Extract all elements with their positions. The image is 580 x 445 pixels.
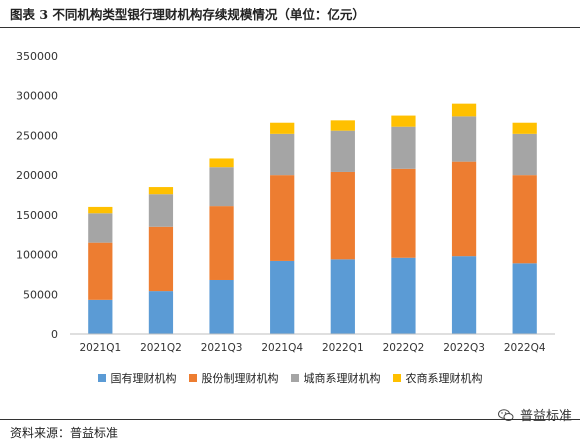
bar-segment-series-3 xyxy=(148,194,174,227)
y-tick-label: 150000 xyxy=(16,209,58,222)
bar-segment-series-1 xyxy=(209,279,234,334)
bar-segment-series-1 xyxy=(148,291,174,334)
legend-item: 股份制理财机构 xyxy=(188,370,279,386)
bar-segment-series-3 xyxy=(209,167,234,207)
x-tick-label: 2021Q1 xyxy=(79,342,121,354)
bar-segment-series-3 xyxy=(391,126,416,169)
bar-segment-series-3 xyxy=(512,133,537,176)
legend-swatch xyxy=(188,374,197,382)
y-axis: 0 50000 100000 150000 200000 250000 300000 3500… xyxy=(16,50,58,341)
bar-segment-series-2 xyxy=(270,175,295,261)
legend-item: 城商系理财机构 xyxy=(290,370,381,386)
bar-segment-series-1 xyxy=(391,257,416,334)
bar-segment-series-3 xyxy=(270,133,295,176)
chart-title: 图表 3 不同机构类型银行理财机构存续规模情况（单位：亿元） xyxy=(10,7,365,22)
y-tick-label: 100000 xyxy=(16,249,58,262)
bar-segment-series-2 xyxy=(330,171,355,260)
y-tick-label: 200000 xyxy=(16,169,58,182)
x-tick-label: 2021Q2 xyxy=(140,342,182,354)
legend-label: 城商系理财机构 xyxy=(303,372,381,385)
bar-segment-series-1 xyxy=(88,299,113,334)
legend-label: 农商系理财机构 xyxy=(405,372,483,385)
bar-segment-series-1 xyxy=(451,256,477,334)
bar-segment-series-2 xyxy=(451,161,477,257)
bar-segment-series-4 xyxy=(270,122,295,134)
bar-segment-series-2 xyxy=(88,242,113,300)
bar-segment-series-4 xyxy=(512,122,537,134)
legend-label: 股份制理财机构 xyxy=(201,372,279,385)
x-axis: 2021Q1 2021Q2 2021Q3 2021Q4 2022Q1 2022Q2 2022… xyxy=(70,333,555,354)
y-tick-label: 250000 xyxy=(16,129,58,142)
bar-segment-series-1 xyxy=(270,260,295,334)
legend-item: 农商系理财机构 xyxy=(392,370,483,386)
y-tick-label: 300000 xyxy=(16,90,58,103)
title-divider xyxy=(0,27,580,28)
bar-segment-series-2 xyxy=(391,168,416,258)
y-tick-label: 50000 xyxy=(23,288,58,301)
bar-segment-series-4 xyxy=(451,103,477,117)
bar-segment-series-4 xyxy=(209,158,234,168)
x-tick-label: 2022Q1 xyxy=(322,342,364,354)
watermark-text: 普益标准 xyxy=(519,409,572,424)
legend-item: 国有理财机构 xyxy=(97,370,177,386)
bar-segment-series-3 xyxy=(88,213,113,243)
source-divider xyxy=(0,419,580,420)
bar-segment-series-4 xyxy=(330,120,355,131)
bar-segment-series-4 xyxy=(88,206,113,214)
y-tick-label: 350000 xyxy=(16,50,58,63)
watermark: 普益标准 xyxy=(497,405,572,424)
x-tick-label: 2022Q3 xyxy=(443,342,485,354)
bar-segment-series-2 xyxy=(512,175,537,264)
y-tick-label: 0 xyxy=(51,328,58,341)
bar-segment-series-4 xyxy=(391,115,416,127)
legend-label: 国有理财机构 xyxy=(110,372,177,385)
bar-segment-series-2 xyxy=(209,206,234,280)
wechat-icon xyxy=(497,409,514,421)
x-tick-label: 2022Q2 xyxy=(383,342,425,354)
x-tick-label: 2021Q4 xyxy=(261,342,303,354)
bar-segment-series-1 xyxy=(512,263,537,334)
stacked-bar-chart: 0 50000 100000 150000 200000 250000 300000 3500… xyxy=(16,50,555,354)
x-tick-label: 2022Q4 xyxy=(504,342,546,354)
legend-swatch xyxy=(97,374,106,382)
bars xyxy=(88,103,537,334)
bar-segment-series-4 xyxy=(148,187,174,195)
x-tick-label: 2021Q3 xyxy=(201,342,243,354)
bar-segment-series-2 xyxy=(148,226,174,292)
legend-swatch xyxy=(392,374,401,382)
legend-swatch xyxy=(290,374,299,382)
bar-segment-series-3 xyxy=(330,130,355,172)
legend: 国有理财机构 股份制理财机构 城商系理财机构 农商系理财机构 xyxy=(0,370,580,386)
bar-segment-series-1 xyxy=(330,259,355,334)
source-note: 资料来源：普益标准 xyxy=(10,426,119,440)
bar-segment-series-3 xyxy=(451,116,477,162)
